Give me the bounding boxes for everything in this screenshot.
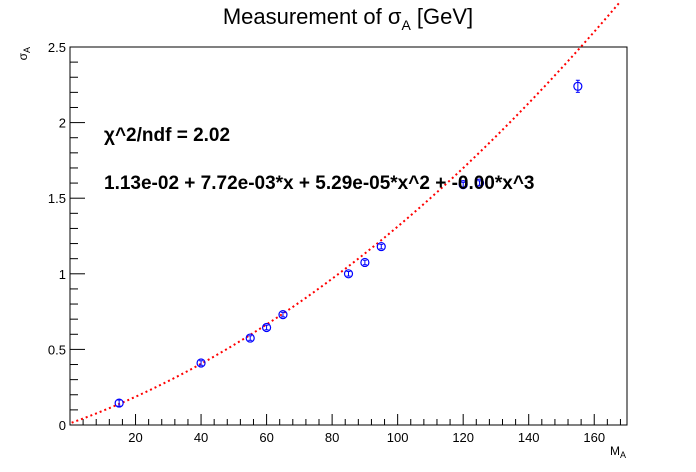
x-label-subscript: A [620,450,626,460]
tick-labels: 20 40 60 80 100 120 140 160 0 0.5 1 1.5 2 2.5 [48,40,605,445]
chi2-annotation: χ^2/ndf = 2.02 [104,125,230,146]
point-marker [474,178,485,188]
title-main: Measurement of [223,4,388,29]
fit-curve [71,0,622,424]
x-axis-label: MA [610,444,626,460]
y-tick-label: 0 [59,418,66,433]
point-marker [458,179,468,190]
data-point [261,322,272,333]
chart-title: Measurement of σA [GeV] [223,4,473,33]
point-marker [360,257,370,268]
x-tick-label: 100 [387,430,409,445]
data-point [458,179,468,190]
title-unit: [GeV] [411,4,473,29]
point-marker [376,241,386,252]
title-subscript: A [401,17,411,33]
data-point [343,269,354,279]
point-marker [114,398,124,408]
data-point [196,358,206,368]
data-point [376,241,386,252]
point-marker [196,358,206,368]
x-tick-label: 120 [452,430,474,445]
y-tick-label: 2.5 [48,40,66,55]
data-point [245,333,255,343]
y-tick-label: 1.5 [48,191,66,206]
data-point [573,79,583,93]
point-marker [573,81,583,91]
y-tick-label: 2 [59,116,66,131]
data-point [474,178,485,188]
data-points [114,79,583,408]
y-axis-label: σA [16,47,32,60]
x-tick-label: 60 [259,430,273,445]
fit-layer [71,0,622,424]
y-tick-label: 0.5 [48,342,66,357]
point-marker [261,322,272,333]
data-point [278,310,288,320]
x-label-main: M [610,444,620,458]
x-tick-label: 140 [518,430,540,445]
x-tick-label: 20 [128,430,142,445]
axis-ticks [70,46,621,426]
x-tick-label: 80 [325,430,339,445]
y-label-subscript: A [22,47,32,53]
point-marker [278,310,288,320]
fit-formula-annotation: 1.13e-02 + 7.72e-03*x + 5.29e-05*x^2 + -… [104,173,535,194]
y-label-main: σ [16,52,30,60]
plot-frame [69,46,628,426]
y-tick-label: 1 [59,267,66,282]
x-tick-label: 160 [583,430,605,445]
title-symbol: σ [388,4,402,29]
data-point [114,398,124,408]
point-marker [343,269,354,279]
data-point [360,257,370,268]
x-tick-label: 40 [194,430,208,445]
point-marker [245,333,255,343]
